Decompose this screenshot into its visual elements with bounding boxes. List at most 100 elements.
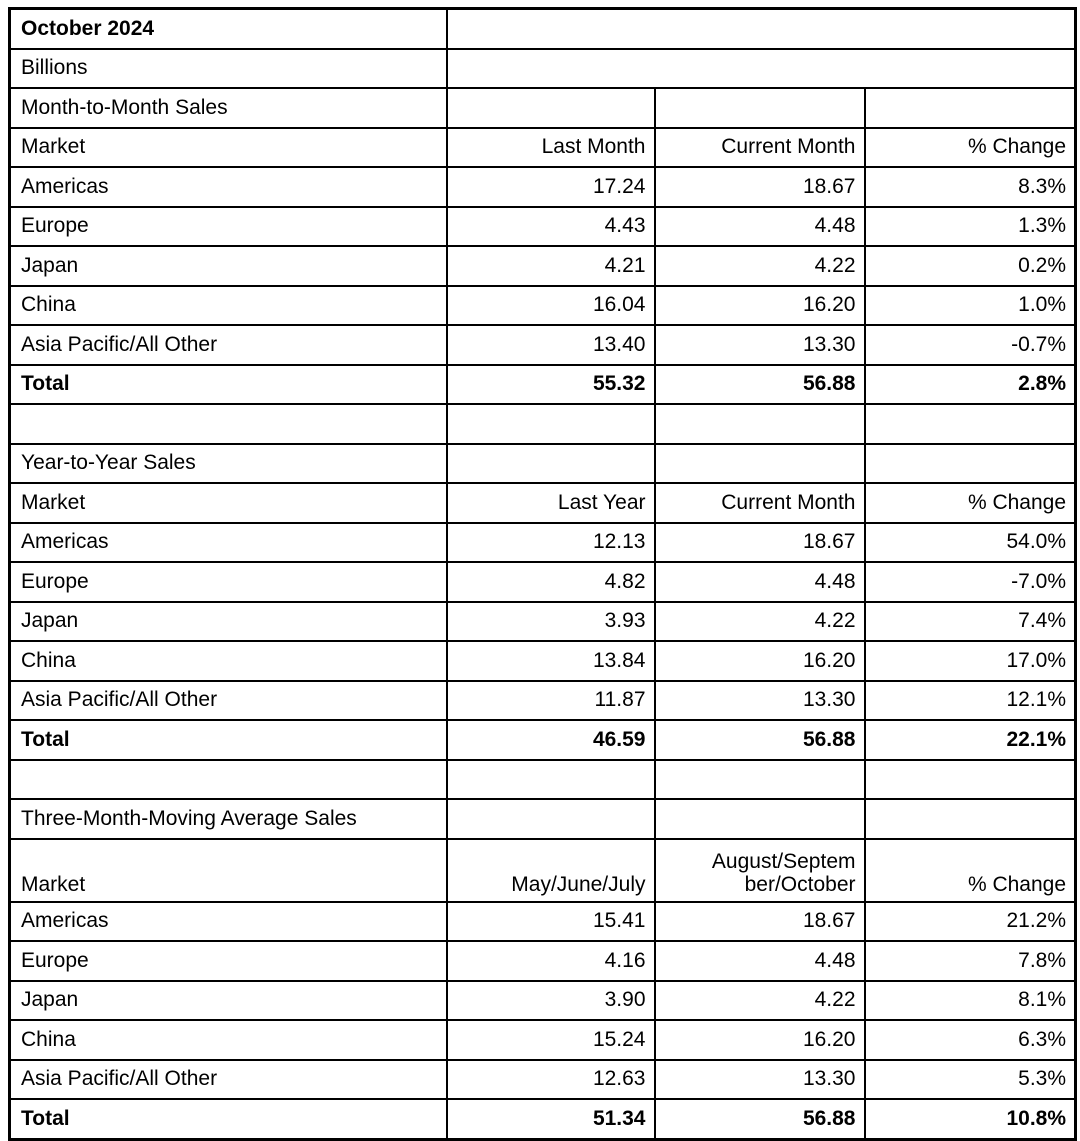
total-value-cell: 55.32: [445, 363, 656, 405]
sales-report-table: October 2024 Billions Month-to-Month Sal…: [8, 7, 1078, 1141]
value-cell: 3.93: [445, 600, 656, 642]
value-cell: 16.20: [653, 1019, 866, 1061]
value-cell: 4.22: [653, 245, 866, 287]
empty-cell: [653, 798, 866, 840]
header-col3: Current Month: [653, 126, 866, 168]
empty-cell: [445, 87, 656, 129]
value-cell: 4.16: [445, 940, 656, 982]
empty-cell: [8, 403, 448, 445]
total-pct-cell: 2.8%: [863, 363, 1077, 405]
value-cell: 4.82: [445, 561, 656, 603]
empty-cell: [863, 758, 1077, 800]
value-cell: 13.30: [653, 1058, 866, 1100]
total-pct-cell: 10.8%: [863, 1098, 1077, 1140]
market-cell: China: [8, 1019, 448, 1061]
total-label-cell: Total: [8, 363, 448, 405]
total-row: Total 51.34 56.88 10.8%: [8, 1098, 1077, 1140]
empty-cell: [863, 403, 1077, 445]
section-title: Month-to-Month Sales: [8, 87, 448, 129]
value-cell: 15.24: [445, 1019, 656, 1061]
empty-cell: [445, 758, 656, 800]
data-row: Europe 4.16 4.48 7.8%: [8, 940, 1077, 982]
market-cell: Europe: [8, 561, 448, 603]
header-market: Market: [8, 482, 448, 524]
total-row: Total 46.59 56.88 22.1%: [8, 719, 1077, 761]
units-row: Billions: [8, 47, 1077, 89]
title-row: October 2024: [8, 7, 1077, 50]
value-cell: 4.22: [653, 600, 866, 642]
empty-cell: [445, 442, 656, 484]
data-row: Europe 4.82 4.48 -7.0%: [8, 561, 1077, 603]
data-row: Asia Pacific/All Other 13.40 13.30 -0.7%: [8, 324, 1077, 366]
value-cell: 13.40: [445, 324, 656, 366]
total-pct-cell: 22.1%: [863, 719, 1077, 761]
pct-cell: 7.8%: [863, 940, 1077, 982]
header-col2: Last Year: [445, 482, 656, 524]
section-title-row: Month-to-Month Sales: [8, 87, 1077, 129]
header-market: Market: [8, 126, 448, 168]
pct-cell: 1.3%: [863, 205, 1077, 247]
pct-cell: 21.2%: [863, 900, 1077, 942]
total-row: Total 55.32 56.88 2.8%: [8, 363, 1077, 405]
value-cell: 12.63: [445, 1058, 656, 1100]
header-col2: May/June/July: [445, 837, 656, 903]
value-cell: 4.48: [653, 940, 866, 982]
data-row: Americas 12.13 18.67 54.0%: [8, 521, 1077, 563]
total-label-cell: Total: [8, 719, 448, 761]
pct-cell: 7.4%: [863, 600, 1077, 642]
empty-cell: [653, 758, 866, 800]
total-value-cell: 56.88: [653, 363, 866, 405]
empty-cell: [653, 442, 866, 484]
total-value-cell: 46.59: [445, 719, 656, 761]
header-pct-change: % Change: [863, 482, 1077, 524]
pct-cell: 5.3%: [863, 1058, 1077, 1100]
data-row: Europe 4.43 4.48 1.3%: [8, 205, 1077, 247]
section-title: Year-to-Year Sales: [8, 442, 448, 484]
value-cell: 13.84: [445, 640, 656, 682]
empty-cell: [8, 758, 448, 800]
spacer-row: [8, 758, 1077, 800]
empty-cell: [653, 87, 866, 129]
header-market: Market: [8, 837, 448, 903]
value-cell: 17.24: [445, 166, 656, 208]
value-cell: 13.30: [653, 324, 866, 366]
market-cell: Japan: [8, 979, 448, 1021]
section-title: Three-Month-Moving Average Sales: [8, 798, 448, 840]
market-cell: China: [8, 640, 448, 682]
data-row: China 13.84 16.20 17.0%: [8, 640, 1077, 682]
pct-cell: 54.0%: [863, 521, 1077, 563]
market-cell: Americas: [8, 900, 448, 942]
empty-cell: [653, 403, 866, 445]
empty-cell: [445, 47, 1077, 89]
data-row: China 16.04 16.20 1.0%: [8, 284, 1077, 326]
market-cell: Asia Pacific/All Other: [8, 679, 448, 721]
header-col3: Current Month: [653, 482, 866, 524]
total-value-cell: 56.88: [653, 1098, 866, 1140]
total-value-cell: 56.88: [653, 719, 866, 761]
pct-cell: 0.2%: [863, 245, 1077, 287]
market-cell: China: [8, 284, 448, 326]
empty-cell: [863, 442, 1077, 484]
empty-cell: [445, 403, 656, 445]
pct-cell: 17.0%: [863, 640, 1077, 682]
pct-cell: -0.7%: [863, 324, 1077, 366]
market-cell: Americas: [8, 166, 448, 208]
empty-cell: [863, 87, 1077, 129]
value-cell: 4.22: [653, 979, 866, 1021]
value-cell: 11.87: [445, 679, 656, 721]
header-pct-change: % Change: [863, 126, 1077, 168]
value-cell: 18.67: [653, 166, 866, 208]
value-cell: 3.90: [445, 979, 656, 1021]
data-row: Asia Pacific/All Other 12.63 13.30 5.3%: [8, 1058, 1077, 1100]
pct-cell: 12.1%: [863, 679, 1077, 721]
header-col2: Last Month: [445, 126, 656, 168]
market-cell: Japan: [8, 600, 448, 642]
data-row: Americas 17.24 18.67 8.3%: [8, 166, 1077, 208]
value-cell: 18.67: [653, 521, 866, 563]
value-cell: 12.13: [445, 521, 656, 563]
header-row: Market Last Month Current Month % Change: [8, 126, 1077, 168]
pct-cell: 8.1%: [863, 979, 1077, 1021]
value-cell: 4.48: [653, 205, 866, 247]
data-row: Japan 3.93 4.22 7.4%: [8, 600, 1077, 642]
header-pct-change: % Change: [863, 837, 1077, 903]
